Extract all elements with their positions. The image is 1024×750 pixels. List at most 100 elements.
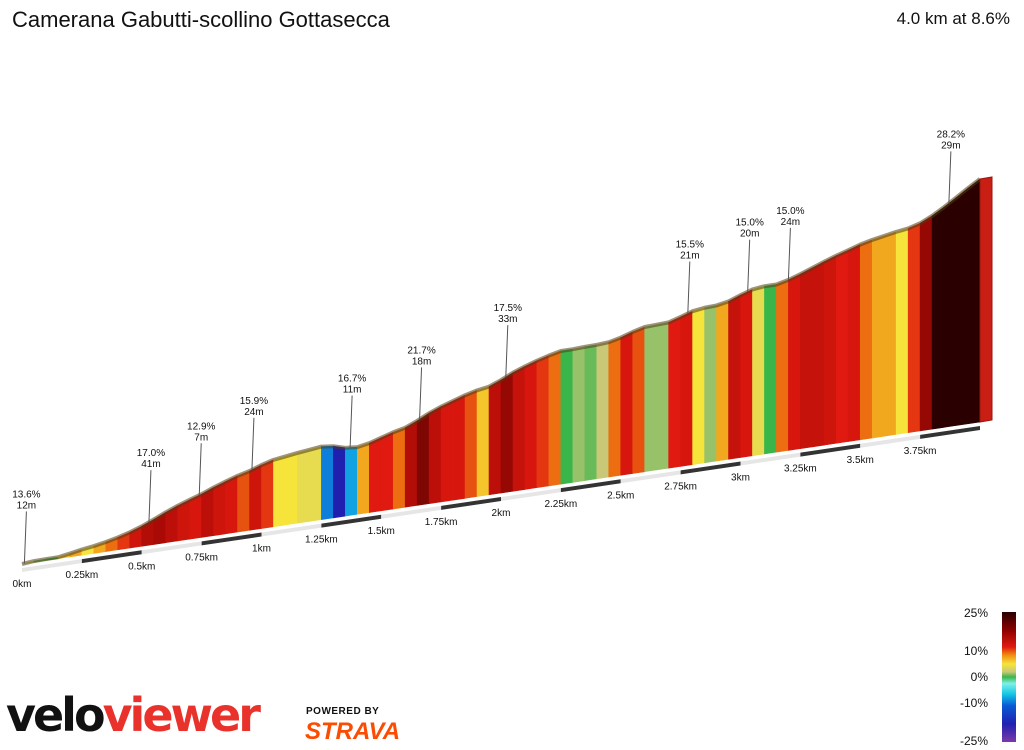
annotation-gradient: 17.0%: [137, 448, 165, 459]
axis-tick-label: 0.75km: [185, 552, 218, 563]
profile-segment: [321, 445, 334, 520]
profile-segment: [943, 197, 957, 428]
profile-segment: [847, 244, 861, 442]
axis-tick-label: 0.5km: [128, 561, 155, 572]
profile-segment: [261, 459, 274, 529]
profile-segment: [584, 344, 598, 481]
profile-segment: [919, 215, 933, 432]
distance-axis: [22, 426, 980, 572]
elevation-profile-chart: 0km 0.25km 0.5km 0.75km 1km 1.25km 1.5km 1.75km…: [12, 129, 993, 590]
profile-segment: [716, 300, 729, 462]
profile-segment: [404, 420, 418, 508]
legend-label-minus-10: -10%: [959, 696, 988, 710]
profile-segment: [620, 331, 634, 476]
profile-segment: [333, 445, 346, 519]
annotation-gradient: 12.9%: [187, 421, 215, 432]
profile-segment: [955, 187, 969, 426]
profile-segment: [273, 456, 286, 528]
profile-segment: [871, 235, 885, 439]
axis-tick-label: 1.5km: [368, 526, 395, 537]
axis-tick-label: 3km: [731, 473, 750, 484]
annotation-length: 41m: [141, 459, 160, 470]
distance-axis-labels: 0km 0.25km 0.5km 0.75km 1km 1.25km 1.5km 1.75km…: [13, 446, 937, 590]
axis-segment: [81, 550, 142, 564]
profile-segment: [309, 446, 322, 522]
profile-segment: [536, 355, 550, 489]
axis-segment: [381, 505, 442, 519]
profile-segment: [356, 442, 370, 515]
profile-segment: [500, 372, 514, 494]
profile-segment: [704, 305, 717, 464]
profile-segment: [788, 273, 801, 451]
profile-segment: [380, 431, 394, 512]
axis-segment: [560, 479, 621, 493]
legend-label-10: 10%: [963, 644, 988, 658]
profile-segment: [656, 321, 669, 471]
profile-segment: [931, 206, 945, 430]
gradient-annotations: 13.6%12m17.0%41m12.9%7m15.9%24m16.7%11m2…: [12, 129, 965, 564]
profile-segment: [392, 427, 406, 510]
annotation-length: 21m: [680, 250, 699, 261]
annotation-gradient: 15.9%: [240, 396, 268, 407]
axis-segment: [22, 559, 82, 572]
profile-segment: [512, 365, 526, 492]
profile-segment: [835, 249, 849, 444]
axis-tick-label: 3.75km: [904, 446, 937, 457]
annotation-leader: [787, 227, 791, 280]
axis-segment: [261, 523, 322, 537]
annotation-length: 18m: [412, 356, 431, 367]
annotation-gradient: 15.0%: [736, 218, 764, 229]
profile-segment: [345, 446, 358, 517]
axis-tick-label: 2.25km: [544, 499, 577, 510]
axis-tick-label: 2.5km: [607, 490, 634, 501]
profile-segment: [213, 481, 226, 536]
profile-segment: [548, 350, 562, 487]
annotation-gradient: 17.5%: [494, 303, 522, 314]
axis-segment: [141, 541, 202, 555]
climb-summary: 4.0 km at 8.6%: [896, 9, 1010, 28]
annotation-gradient: 16.7%: [338, 374, 366, 385]
annotation-leader: [948, 151, 952, 204]
profile-segment: [285, 452, 298, 526]
annotation-leader: [419, 367, 423, 420]
axis-tick-label: 0.25km: [65, 570, 98, 581]
annotation-leader: [198, 443, 202, 496]
axis-segment: [680, 461, 741, 475]
axis-tick-label: 1.25km: [305, 535, 338, 546]
annotation-gradient: 21.7%: [407, 345, 435, 356]
profile-segment: [907, 222, 921, 433]
annotation-leader: [148, 470, 152, 523]
gradient-legend-bar: [1002, 612, 1016, 742]
annotation-leader: [349, 395, 353, 448]
strava-logo[interactable]: STRAVA: [305, 718, 401, 745]
profile-segment: [644, 324, 657, 473]
profile-segment: [440, 400, 454, 503]
annotation-gradient: 28.2%: [937, 129, 965, 140]
profile-segment: [883, 231, 897, 437]
profile-segment: [452, 394, 466, 501]
profile-segment: [632, 326, 646, 474]
profile-segment: [740, 288, 753, 458]
legend-label-25: 25%: [963, 606, 988, 620]
veloviewer-logo[interactable]: veloviewer: [6, 688, 288, 748]
logo-velo-text: velo: [6, 688, 106, 742]
axis-tick-label: 1km: [252, 544, 271, 555]
profile-segment: [225, 475, 238, 535]
profile-top-edge: [21, 177, 982, 566]
axis-segment: [441, 497, 501, 510]
profile-segment: [249, 464, 262, 531]
profile-segment: [967, 178, 981, 425]
annotation-leader: [687, 261, 691, 314]
profile-segment: [812, 261, 825, 448]
veloviewer-logo-text: veloviewer: [6, 688, 261, 742]
axis-segment: [920, 426, 980, 439]
annotation-length: 11m: [343, 385, 362, 396]
axis-tick-label: 2.75km: [664, 481, 697, 492]
annotation-gradient: 15.5%: [676, 239, 704, 250]
profile-segment: [596, 341, 610, 480]
profile-segment: [692, 307, 705, 465]
profile-segment: [476, 386, 490, 497]
annotation-length: 20m: [740, 229, 759, 240]
axis-tick-label: 0km: [13, 579, 32, 590]
annotation-gradient: 15.0%: [776, 206, 804, 217]
